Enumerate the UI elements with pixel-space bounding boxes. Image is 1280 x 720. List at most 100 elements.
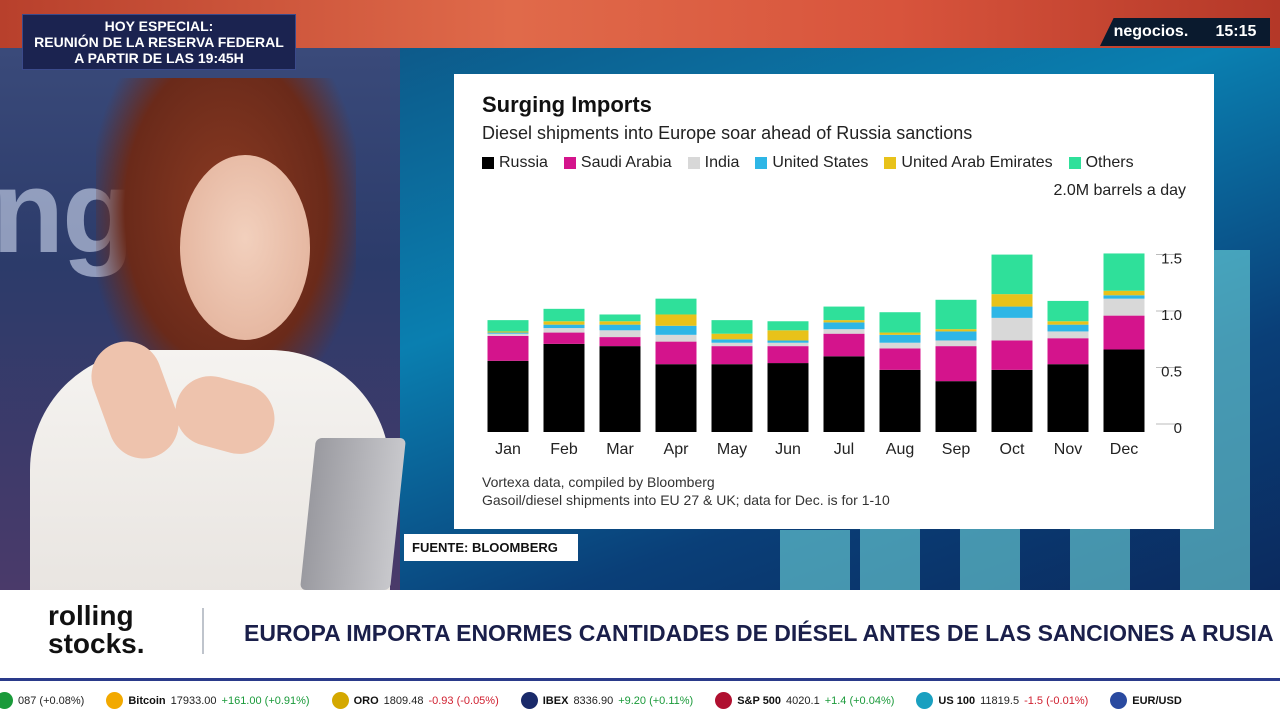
bar-segment	[823, 329, 865, 334]
ticker-price: 087 (+0.08%)	[18, 694, 85, 707]
bar-segment	[823, 320, 865, 323]
chart-unit-label: 2.0M barrels a day	[1053, 182, 1186, 199]
bar-segment	[991, 340, 1033, 370]
chart-subtitle: Diesel shipments into Europe soar ahead …	[482, 123, 973, 143]
channel-name: negocios.	[1113, 23, 1189, 40]
bar-segment	[879, 342, 921, 349]
ticker-name: S&P 500	[737, 694, 782, 707]
x-tick-label: Jan	[495, 441, 521, 458]
divider	[202, 608, 204, 654]
special-banner-line1: HOY ESPECIAL:	[104, 18, 214, 34]
bar-segment	[1047, 321, 1089, 325]
legend-item: Saudi Arabia	[563, 154, 672, 172]
bar-segment	[543, 343, 585, 432]
bar-segment	[543, 308, 585, 322]
bar-segment	[991, 294, 1033, 307]
gold-icon	[331, 692, 349, 709]
ticker-price: 8336.90	[573, 694, 614, 707]
ibex-icon	[520, 692, 538, 709]
bar-segment	[991, 254, 1033, 295]
bar-segment	[823, 306, 865, 321]
x-tick-label: Mar	[606, 441, 634, 458]
bar-segment	[1047, 338, 1089, 365]
bar-segment	[655, 314, 697, 326]
legend-swatch	[563, 157, 576, 169]
bar-chart: 0 0.5 1.0 1.5 Jan Feb Mar Apr May Jun Jul Aug Sep Oct…	[487, 251, 1182, 458]
bar-segment	[991, 317, 1033, 341]
market-ticker: 087 (+0.08%) Bitcoin 17933.00 +161.00 (+0.9…	[0, 678, 1280, 720]
legend-swatch	[755, 157, 768, 169]
x-tick-label: Nov	[1054, 441, 1082, 458]
ticker-item: S&P 500 4020.1 +1.4 (+0.04%)	[715, 692, 894, 709]
ticker-name: Bitcoin	[128, 694, 166, 707]
ticker-price: 11819.5	[980, 694, 1020, 707]
bar-segment	[767, 330, 809, 341]
bar-segment	[1047, 324, 1089, 332]
bar-segment	[767, 346, 809, 364]
bar-segment	[879, 312, 921, 333]
bar-segment	[935, 331, 977, 341]
x-tick-label: Sep	[942, 441, 971, 458]
bar-segment	[655, 364, 697, 432]
bar-segment	[711, 342, 753, 347]
legend-swatch	[482, 157, 494, 169]
bar-segment	[879, 348, 921, 370]
bar-segment	[1103, 315, 1145, 350]
sp500-icon	[715, 692, 733, 709]
legend-item: United States	[755, 154, 868, 172]
bar-segment	[599, 346, 641, 432]
bar-segment	[711, 346, 753, 365]
bar-segment	[823, 356, 865, 432]
bar-segment	[935, 329, 977, 332]
x-tick-label: Dec	[1110, 441, 1138, 458]
bar-segment	[879, 334, 921, 343]
bar-segment	[487, 333, 529, 336]
bar-segment	[823, 333, 865, 357]
bar-segment	[935, 381, 977, 432]
show-logo-line2: stocks.	[48, 628, 145, 659]
up-arrow-icon	[0, 692, 13, 709]
bar-segment	[599, 324, 641, 331]
bar-segment	[935, 340, 977, 347]
ticker-item: 087 (+0.08%)	[0, 692, 84, 709]
bar-segment	[655, 341, 697, 365]
legend-label: Russia	[499, 154, 548, 171]
show-logo-line1: rolling	[48, 600, 134, 631]
laptop	[300, 438, 406, 590]
y-tick-label: 1.0	[1161, 307, 1182, 324]
x-tick-label: Jun	[775, 441, 801, 458]
ticker-name: IBEX	[542, 694, 569, 707]
bar-segment	[1047, 300, 1089, 322]
bar-segment	[879, 332, 921, 335]
x-tick-label: May	[717, 441, 747, 458]
bar-segment	[599, 330, 641, 338]
bar-segment	[655, 325, 697, 335]
x-tick-label: Feb	[550, 441, 578, 458]
bar-segment	[487, 331, 529, 333]
bar-segment	[543, 324, 585, 329]
legend-item: India	[687, 154, 739, 172]
us100-icon	[916, 692, 934, 709]
bar-segment	[991, 306, 1033, 318]
ticker-price: 17933.00	[170, 694, 217, 707]
ticker-change: +161.00 (+0.91%)	[221, 694, 310, 707]
special-banner: HOY ESPECIAL: REUNIÓN DE LA RESERVA FEDE…	[22, 14, 296, 70]
ticker-item: Bitcoin 17933.00 +161.00 (+0.91%)	[106, 692, 310, 709]
decorative-bar	[780, 530, 850, 590]
bar-segment	[1047, 331, 1089, 339]
legend-label: Saudi Arabia	[580, 154, 672, 171]
bitcoin-icon	[106, 692, 124, 709]
chart-note-source: Vortexa data, compiled by Bloomberg	[482, 474, 715, 490]
bar-segment	[1047, 364, 1089, 432]
bar-segment	[711, 320, 753, 334]
bar-segment	[1103, 295, 1145, 299]
chart-note-detail: Gasoil/diesel shipments into EU 27 & UK;…	[482, 492, 890, 508]
bar-segment	[1103, 290, 1145, 296]
source-tag: FUENTE: BLOOMBERG	[404, 534, 578, 561]
bar-segment	[655, 334, 697, 342]
eurusd-icon	[1110, 692, 1128, 709]
channel-bug: negocios. 15:15	[1100, 18, 1270, 46]
bar-segment	[711, 364, 753, 432]
bar-segment	[767, 321, 809, 331]
legend-swatch	[1068, 157, 1081, 169]
